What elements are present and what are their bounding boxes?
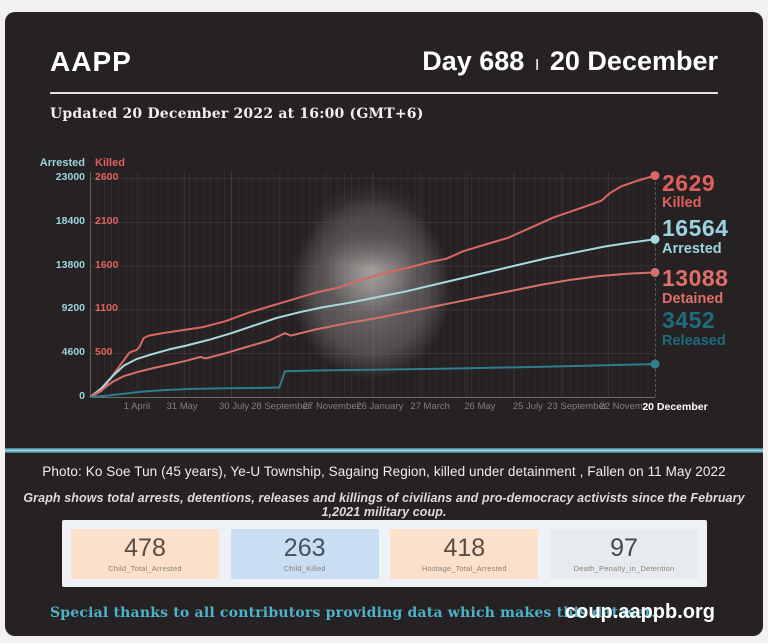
aapp-logo: AAPP xyxy=(50,46,132,77)
date-label: 20 December xyxy=(549,46,718,76)
y-tick-killed: 2600 xyxy=(95,172,137,183)
stat-child-total-arrested: 478 Child_Total_Arrested xyxy=(71,528,219,579)
stats-band: 478 Child_Total_Arrested 263 Child_Kille… xyxy=(62,520,707,587)
end-label-value: 2629 xyxy=(662,169,716,196)
end-label-detained: 13088 Detained xyxy=(662,265,763,307)
day-count: Day 688 xyxy=(422,46,525,76)
y-axis-label-arrested: Arrested xyxy=(39,157,85,169)
stat-death-penalty-in-detention: 97 Death_Penalty_in_Detention xyxy=(549,528,698,579)
x-tick-label: 26 May xyxy=(464,401,496,412)
x-tick-label: 23 September xyxy=(547,401,607,412)
y-tick-arrested: 0 xyxy=(79,390,85,402)
endpoint-dashed-line xyxy=(655,172,656,397)
series-endpoint-detained xyxy=(650,267,660,277)
y-tick-arrested: 18400 xyxy=(55,215,85,227)
end-label-name: Killed xyxy=(662,195,702,211)
line-chart-svg xyxy=(89,171,660,398)
y-tick-killed: 1600 xyxy=(95,260,137,271)
y-axis-label-killed: Killed xyxy=(95,157,125,169)
series-line-released xyxy=(89,363,656,398)
stat-value: 263 xyxy=(283,533,326,562)
series-line-arrested xyxy=(89,238,656,398)
x-tick-label: 20 December xyxy=(642,401,708,413)
footer-site-link[interactable]: coup.aappb.org xyxy=(565,601,715,623)
day-title: Day 688 ı 20 December xyxy=(422,46,718,77)
y-tick-arrested: 4600 xyxy=(61,346,85,358)
y-tick-killed: 500 xyxy=(95,347,137,358)
x-tick-label: 28 September xyxy=(251,401,311,412)
y-tick-arrested: 23000 xyxy=(55,171,85,183)
x-tick-label: 26 January xyxy=(356,401,404,412)
series-endpoint-killed xyxy=(650,171,660,181)
stat-label: Child_Total_Arrested xyxy=(108,563,182,573)
y-tick-killed: 1100 xyxy=(95,303,137,314)
end-label-arrested: 16564 Arrested xyxy=(662,215,763,257)
end-label-name: Arrested xyxy=(662,240,722,257)
stat-value: 478 xyxy=(124,533,166,562)
x-tick-label: 27 March xyxy=(410,401,450,412)
series-line-detained xyxy=(89,271,656,398)
title-separator: ı xyxy=(534,53,540,75)
graph-description: Graph shows total arrests, detentions, r… xyxy=(23,491,745,519)
x-tick-label: 25 July xyxy=(512,401,543,412)
series-endpoint-arrested xyxy=(650,234,660,244)
teal-divider xyxy=(5,448,763,453)
stat-value: 418 xyxy=(443,533,486,562)
footer-thanks-text: Special thanks to all contributors provi… xyxy=(50,605,657,621)
x-tick-label: 30 July xyxy=(219,401,250,412)
x-tick-label: 27 November xyxy=(302,401,360,412)
stat-hostage-total-arrested: 418 Hostage_Total_Arrested xyxy=(390,528,539,579)
stat-value: 97 xyxy=(610,533,638,562)
end-label-killed: 2629 Killed xyxy=(662,169,763,211)
stat-child-killed: 263 Child_Killed xyxy=(230,528,379,579)
x-tick-label: 31 May xyxy=(166,401,198,412)
stat-label: Death_Penalty_in_Detention xyxy=(573,563,675,573)
end-label-released: 3452 Released xyxy=(662,307,763,349)
series-endpoint-released xyxy=(650,359,660,369)
y-tick-arrested: 13800 xyxy=(55,259,85,271)
y-tick-arrested: 9200 xyxy=(61,302,85,314)
photo-caption: Photo: Ko Soe Tun (45 years), Ye-U Towns… xyxy=(42,464,726,479)
x-tick-label: 1 April xyxy=(123,401,151,412)
end-label-value: 13088 xyxy=(662,265,729,292)
victim-photo xyxy=(273,177,469,399)
header-divider xyxy=(50,92,718,94)
end-label-value: 16564 xyxy=(662,215,729,242)
series-line-killed xyxy=(89,174,656,398)
end-label-name: Released xyxy=(662,332,726,349)
updated-timestamp: Updated 20 December 2022 at 16:00 (GMT+6… xyxy=(50,106,424,122)
x-tick-label: 22 Novem xyxy=(599,401,643,412)
end-label-value: 3452 xyxy=(662,307,716,334)
y-axis-line xyxy=(90,172,91,397)
y-tick-killed: 2100 xyxy=(95,216,137,227)
stat-label: Hostage_Total_Arrested xyxy=(421,563,507,573)
x-axis-line xyxy=(90,397,655,398)
stat-label: Child_Killed xyxy=(283,563,326,573)
end-label-name: Detained xyxy=(662,290,724,307)
infographic-card: AAPP Day 688 ı 20 December Updated 20 Dece… xyxy=(5,12,763,636)
